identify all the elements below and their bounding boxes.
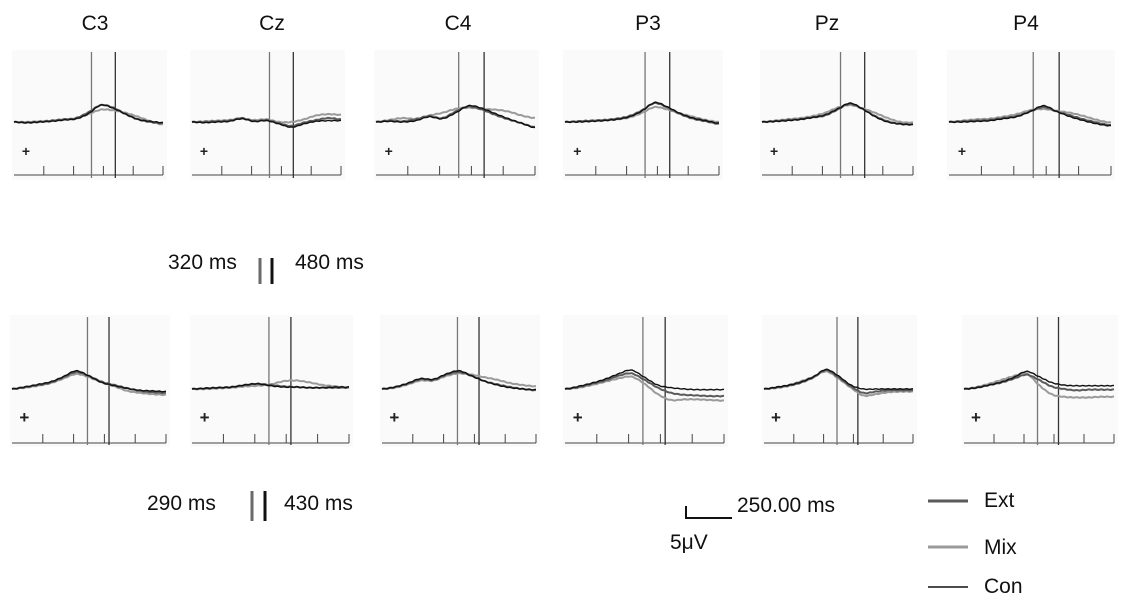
waveform-con-a-c3 (13, 104, 164, 124)
waveform-mix-b-c4 (381, 372, 537, 390)
waveform-ext-b-pz (763, 368, 914, 395)
onset-marker: + (971, 408, 981, 427)
legend-label-con: Con (984, 575, 1023, 598)
window-marker-b (250, 491, 267, 521)
window-start-label-a: 320 ms (168, 251, 237, 274)
channel-label-c4: C4 (444, 12, 472, 35)
legend-swatch-mix (928, 545, 968, 549)
channel-label-c3: C3 (81, 12, 109, 35)
onset-marker: + (200, 143, 208, 159)
legend-swatch-ext (928, 499, 968, 503)
window-marker-a (258, 258, 274, 284)
waveform-con-b-c3 (11, 369, 167, 393)
erp-panel-b-c3: + (10, 315, 170, 447)
waveform-con-a-c4 (375, 104, 536, 129)
onset-marker: + (771, 408, 781, 427)
waveform-con-b-p4 (963, 370, 1115, 390)
waveform-con-a-p3 (564, 101, 719, 124)
channel-label-cz: Cz (259, 12, 285, 35)
channel-label-p4: P4 (1013, 12, 1039, 35)
window-end-label-b: 430 ms (284, 492, 353, 515)
scale-bar-time-label: 250.00 ms (737, 494, 836, 517)
waveform-mix-a-p4 (948, 107, 1111, 124)
waveform-con-b-c4 (381, 369, 537, 391)
erp-panel-b-p3: + (563, 315, 728, 447)
onset-marker: + (389, 408, 399, 427)
waveform-mix-b-p3 (564, 375, 725, 402)
erp-panel-a-p3: + (563, 50, 723, 180)
legend-label-ext: Ext (984, 489, 1015, 512)
waveform-con-a-p4 (948, 104, 1111, 127)
waveform-con-b-p3 (564, 369, 725, 391)
waveform-mix-b-pz (763, 370, 914, 398)
erp-panel-a-c4: + (374, 50, 539, 180)
channel-label-p3: P3 (635, 12, 661, 35)
window-end-label-a: 480 ms (295, 251, 364, 274)
waveform-mix-a-c4 (375, 106, 535, 123)
erp-panel-b-p4: + (962, 315, 1118, 447)
onset-marker: + (200, 408, 210, 427)
onset-marker: + (22, 143, 30, 159)
erp-panel-b-pz: + (762, 315, 917, 447)
onset-marker: + (770, 143, 778, 159)
legend-label-mix: Mix (984, 536, 1017, 559)
window-start-label-b: 290 ms (147, 492, 216, 515)
waveform-con-b-pz (763, 368, 914, 391)
channel-label-pz: Pz (814, 12, 840, 35)
onset-marker: + (385, 143, 393, 159)
erp-panel-a-cz: + (190, 50, 345, 180)
erp-panel-a-p4: + (947, 50, 1115, 180)
waveform-mix-b-p4 (963, 372, 1115, 399)
erp-panel-a-pz: + (760, 50, 917, 180)
onset-marker: + (958, 143, 966, 159)
waveform-con-b-cz (191, 382, 350, 390)
waveform-con-a-pz (761, 102, 914, 126)
legend-swatch-con (928, 586, 968, 588)
onset-marker: + (573, 143, 581, 159)
erp-panel-b-cz: + (190, 315, 353, 447)
scale-bar-amplitude-label: 5μV (670, 531, 708, 554)
onset-marker: + (573, 408, 583, 427)
waveform-ext-b-c3 (11, 370, 167, 395)
waveform-con-a-cz (191, 117, 342, 128)
erp-panel-a-c3: + (12, 50, 167, 180)
erp-panel-b-c4: + (380, 315, 540, 447)
scale-bar (685, 506, 732, 519)
onset-marker: + (19, 408, 29, 427)
